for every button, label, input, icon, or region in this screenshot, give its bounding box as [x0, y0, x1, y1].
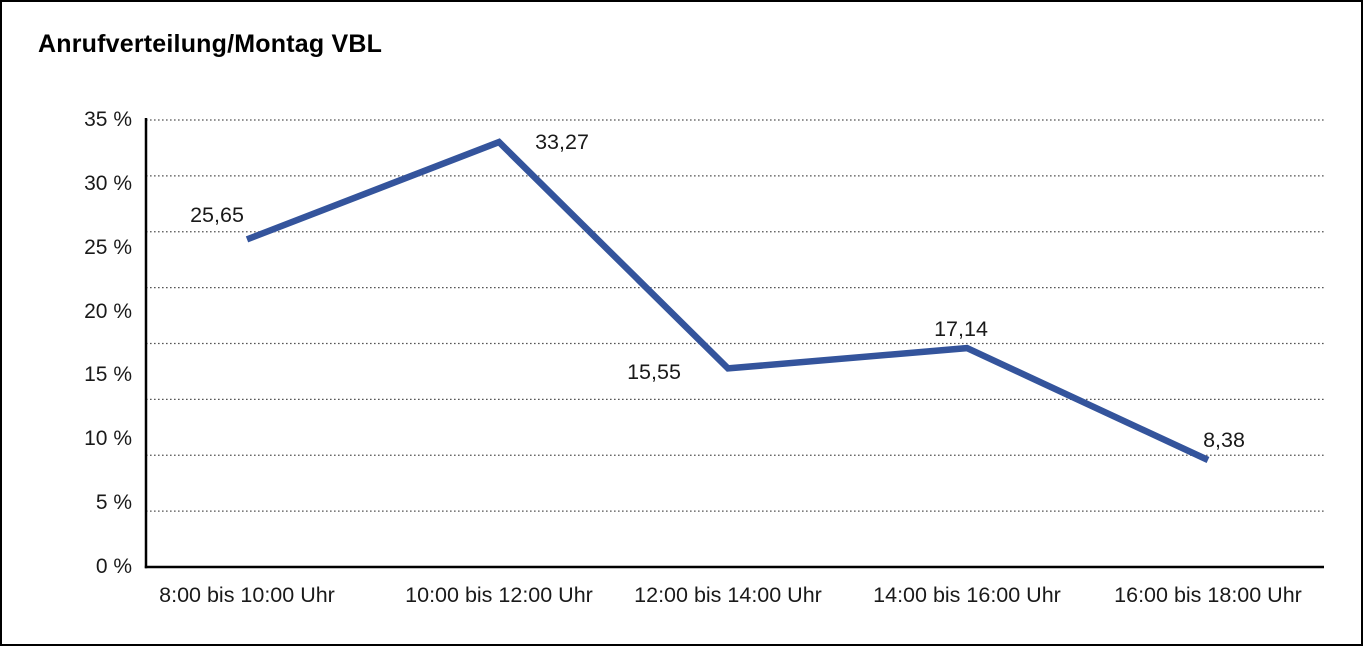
value-label: 15,55 [627, 360, 681, 385]
y-tick-label: 35 % [84, 108, 132, 131]
value-label: 17,14 [934, 317, 988, 342]
value-label: 8,38 [1203, 427, 1245, 452]
y-tick-label: 10 % [84, 427, 132, 451]
y-tick-label: 0 % [95, 555, 132, 578]
y-tick-label: 15 % [84, 363, 132, 387]
x-axis-label: 8:00 bis 10:00 Uhr [159, 583, 335, 607]
y-tick-label: 20 % [84, 299, 132, 323]
x-axis-label: 12:00 bis 14:00 Uhr [634, 583, 822, 607]
x-axis-label: 10:00 bis 12:00 Uhr [405, 583, 593, 607]
y-tick-label: 30 % [84, 171, 132, 195]
x-axis-label: 16:00 bis 18:00 Uhr [1114, 583, 1302, 607]
y-tick-label: 25 % [84, 235, 132, 259]
chart-title: Anrufverteilung/Montag VBL [38, 30, 383, 58]
x-axis-label: 14:00 bis 16:00 Uhr [873, 583, 1061, 607]
value-label: 25,65 [190, 203, 244, 228]
y-tick-label: 5 % [95, 491, 132, 515]
value-label: 33,27 [535, 130, 589, 155]
data-line [245, 138, 1210, 463]
